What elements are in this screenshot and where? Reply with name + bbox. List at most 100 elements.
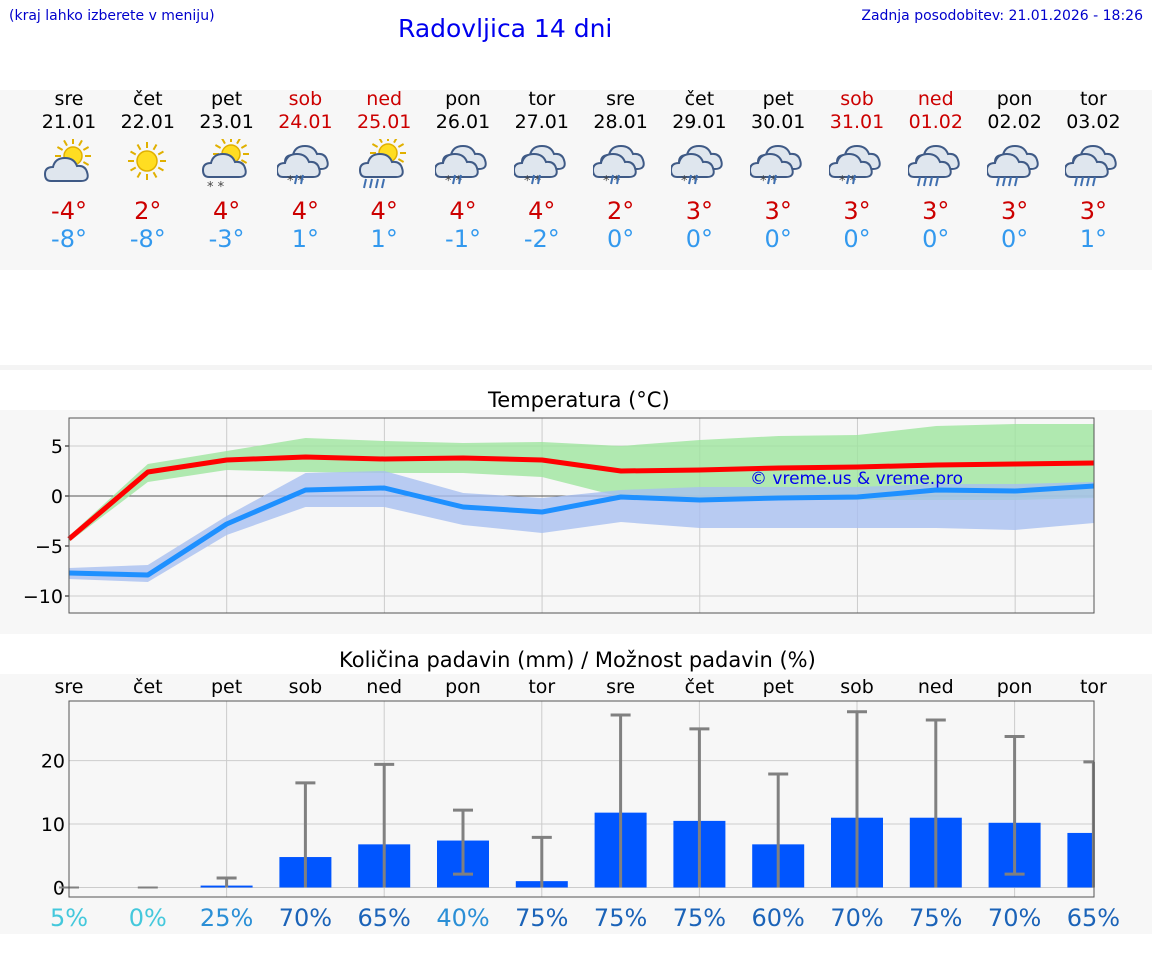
rain-drops (995, 176, 1018, 187)
cloud-shape (359, 152, 404, 178)
precipitation-day-label: čet (685, 676, 715, 698)
precipitation-plot-frame (68, 700, 1095, 898)
rain-drops (916, 176, 939, 187)
precipitation-day-label: tor (528, 676, 555, 698)
precipitation-day-label: pet (211, 676, 242, 698)
day-of-week: pet (762, 88, 794, 110)
rain-drops (1074, 176, 1097, 187)
temperature-plot-frame (68, 417, 1095, 614)
rain-drops (609, 174, 620, 185)
section-separator (0, 365, 1152, 370)
sun-cloud-snow-icon: * * (201, 139, 249, 195)
day-date: 24.01 (278, 111, 333, 133)
day-of-week: pon (445, 88, 481, 110)
day-of-week: pon (996, 88, 1033, 110)
max-temp-band (69, 424, 1094, 542)
temp-min: 1° (1079, 225, 1108, 253)
temp-max: 2° (134, 197, 162, 225)
precipitation-day-label: sob (289, 676, 323, 698)
day-date: 31.01 (829, 111, 885, 133)
sun-cloud-icon (43, 139, 91, 182)
rain-drops (530, 174, 541, 185)
precipitation-probability: 65% (1067, 904, 1120, 932)
day-date: 01.02 (908, 111, 963, 133)
cloud-sleet-icon: * * (513, 144, 566, 189)
precipitation-bar (1067, 832, 1094, 888)
precipitation-day-label: pon (445, 676, 481, 698)
precipitation-probability: 75% (673, 904, 726, 932)
cloud-shape (201, 152, 247, 178)
temp-max: 4° (370, 197, 398, 225)
cloud-sleet-icon: * * (435, 144, 487, 189)
precipitation-day-label: pet (763, 676, 794, 698)
temp-min: 1° (291, 225, 320, 253)
day-date: 03.02 (1066, 111, 1121, 133)
day-of-week: tor (1079, 88, 1107, 110)
rain-drops (363, 178, 386, 189)
temp-max: 4° (528, 197, 556, 225)
max-temp-line (67, 454, 1095, 541)
temp-max: 3° (1079, 197, 1108, 225)
precipitation-day-label: sob (840, 676, 874, 698)
precipitation-day-label: tor (1080, 676, 1107, 698)
day-date: 23.01 (199, 111, 254, 133)
day-of-week: pet (210, 88, 243, 110)
temp-max: 2° (606, 197, 635, 225)
cloud-shape (750, 152, 794, 178)
cloud-shape (435, 152, 479, 178)
temp-min: 0° (606, 225, 635, 253)
temp-max: 4° (212, 197, 241, 225)
forecast-day: pet 23.01 * * 4° -3° (187, 88, 267, 253)
temperature-y-tick-label: −5 (35, 536, 63, 558)
forecast-day: tor 03.02 3° 1° (1053, 88, 1133, 253)
cloud-rain-icon (986, 144, 1039, 187)
temp-min: -1° (445, 225, 481, 253)
temperature-y-tick-label: 5 (51, 436, 63, 458)
last-updated: Zadnja posodobitev: 21.01.2026 - 18:26 (861, 8, 1143, 24)
temp-min: -8° (51, 225, 87, 253)
day-of-week: sre (54, 88, 84, 110)
min-temp-line (68, 483, 1095, 578)
rain-drops (294, 174, 305, 185)
precipitation-y-tick-label: 20 (41, 751, 65, 773)
cloud-sleet-icon: * * (671, 144, 724, 189)
cloud-shape (513, 152, 558, 178)
rain-drops (688, 174, 699, 185)
snow-flakes: * * (207, 180, 225, 195)
day-of-week: ned (366, 88, 403, 110)
cloud-shape (829, 152, 873, 178)
precipitation-probability: 75% (515, 904, 568, 932)
precipitation-day-label: ned (918, 676, 954, 698)
cloud-sleet-icon: * * (592, 144, 645, 189)
day-date: 02.02 (987, 111, 1042, 133)
sun-shape (127, 142, 166, 180)
forecast-day: ned 25.01 4° 1° (344, 88, 424, 253)
forecast-day: čet 22.01 2° -8° (108, 88, 188, 253)
precipitation-probability: 60% (752, 904, 805, 932)
precipitation-day-label: sre (606, 676, 635, 698)
temperature-y-tick-label: −10 (23, 586, 63, 608)
temp-min: 0° (843, 225, 871, 253)
day-of-week: sob (288, 88, 323, 110)
day-date: 30.01 (750, 111, 806, 133)
cloud-shape (277, 152, 322, 178)
precipitation-probability: 75% (909, 904, 962, 932)
temp-max: 3° (685, 197, 714, 225)
day-of-week: sob (840, 88, 874, 110)
temp-max: 4° (291, 197, 320, 225)
day-of-week: sre (606, 88, 636, 110)
day-of-week: tor (528, 88, 556, 110)
cloud-shape (986, 152, 1031, 178)
cloud-sleet-icon: * * (750, 144, 802, 189)
temp-max: 4° (449, 197, 477, 225)
cloud-shape (907, 152, 952, 178)
rain-drops (452, 174, 462, 185)
precipitation-day-label: ned (366, 676, 402, 698)
precipitation-y-tick-label: 0 (53, 877, 65, 899)
cloud-sleet-icon: * * (829, 144, 881, 189)
day-date: 25.01 (356, 111, 412, 133)
